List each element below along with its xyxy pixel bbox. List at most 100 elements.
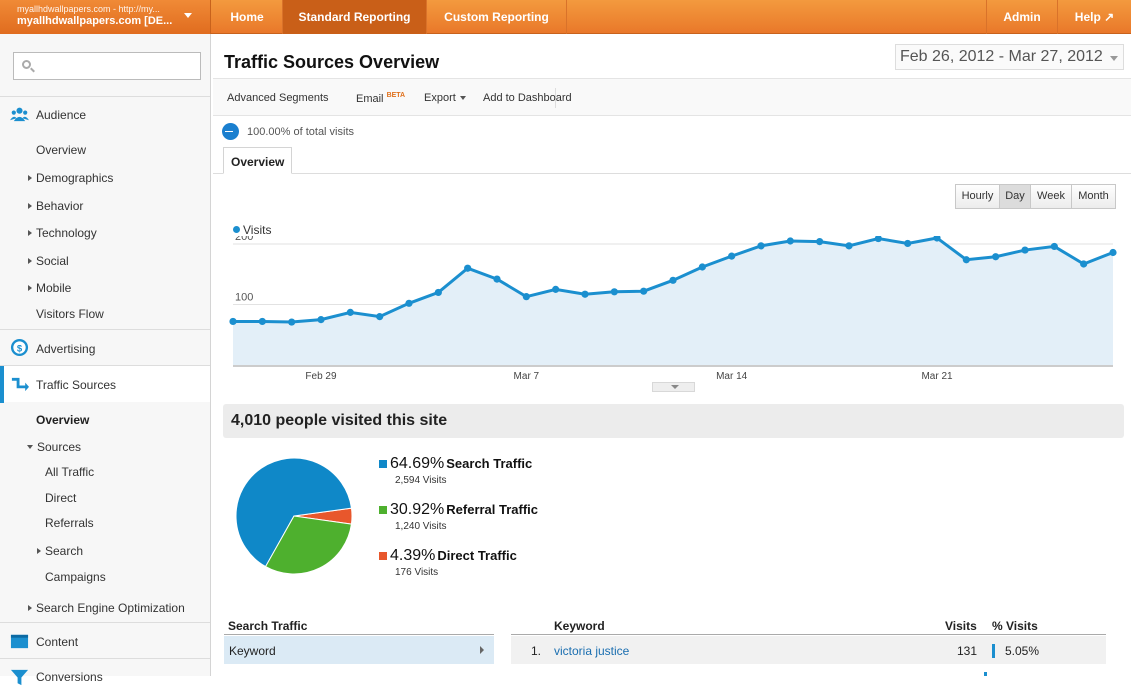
nav-home[interactable]: Home xyxy=(212,0,283,34)
data-point xyxy=(845,242,853,250)
sidebar-item-conversions[interactable]: Conversions xyxy=(0,658,210,688)
data-point xyxy=(698,263,706,271)
source-name: Search Traffic xyxy=(446,456,533,471)
source-search: 64.69% Search Traffic 2,594 Visits xyxy=(379,455,532,486)
email-button[interactable]: Email BETA xyxy=(356,92,405,105)
nav-custom-reporting[interactable]: Custom Reporting xyxy=(427,0,567,34)
divider xyxy=(511,634,1106,635)
data-point xyxy=(258,317,266,326)
sidebar-item-all-traffic[interactable]: All Traffic xyxy=(45,465,95,479)
data-point xyxy=(434,288,442,297)
data-point xyxy=(904,239,912,248)
sidebar-item-audience-overview[interactable]: Overview xyxy=(36,143,87,157)
source-percent: 4.39% xyxy=(390,547,436,564)
column-header-visits[interactable]: Visits xyxy=(945,619,977,633)
sidebar-item-label: Traffic Sources xyxy=(36,378,117,392)
sidebar-item-behavior[interactable]: Behavior xyxy=(28,199,83,213)
data-point xyxy=(610,288,618,296)
sidebar-item-label: Social xyxy=(36,254,69,268)
expand-arrow-icon xyxy=(28,258,32,264)
x-tick-label: Feb 29 xyxy=(305,371,337,382)
sidebar-item-referrals[interactable]: Referrals xyxy=(45,516,94,530)
sidebar-item-demographics[interactable]: Demographics xyxy=(28,171,113,185)
chevron-down-icon xyxy=(184,13,192,18)
sidebar-item-content[interactable]: Content xyxy=(0,622,210,658)
data-point xyxy=(1021,246,1029,254)
percent-bar xyxy=(992,644,995,658)
row-rank: 1. xyxy=(531,644,542,658)
dollar-icon: $ xyxy=(10,338,29,357)
account-selector[interactable]: myallhdwallpapers.com - http://my... mya… xyxy=(0,0,211,34)
advanced-segments-button[interactable]: Advanced Segments xyxy=(227,92,329,104)
nav-standard-reporting[interactable]: Standard Reporting xyxy=(283,0,427,34)
data-point xyxy=(405,299,413,307)
beta-badge: BETA xyxy=(386,92,406,99)
sidebar-item-label: Behavior xyxy=(36,199,84,213)
expand-arrow-icon xyxy=(28,285,32,291)
granularity-hourly[interactable]: Hourly xyxy=(955,184,1000,209)
granularity-month[interactable]: Month xyxy=(1071,184,1116,209)
legend-dot xyxy=(233,226,240,233)
sidebar-item-direct[interactable]: Direct xyxy=(45,491,77,505)
active-indicator xyxy=(0,366,4,403)
date-range-text: Feb 26, 2012 - Mar 27, 2012 xyxy=(900,48,1103,65)
date-range-picker[interactable]: Feb 26, 2012 - Mar 27, 2012 xyxy=(895,44,1124,70)
sidebar-search[interactable] xyxy=(13,52,201,80)
sidebar-item-sources[interactable]: Sources xyxy=(27,440,81,454)
row-visits: 131 xyxy=(957,644,978,658)
data-point xyxy=(992,253,1000,261)
data-point xyxy=(933,236,941,242)
sidebar-item-label: Search Engine Optimization xyxy=(36,601,185,615)
data-point xyxy=(376,313,384,321)
sidebar-item-label: Technology xyxy=(36,226,97,240)
tab-overview[interactable]: Overview xyxy=(223,147,292,174)
sidebar-item-technology[interactable]: Technology xyxy=(28,226,97,240)
sidebar-item-traffic-overview[interactable]: Overview xyxy=(36,413,90,427)
sidebar-item-audience[interactable]: Audience xyxy=(0,96,210,129)
sidebar-item-campaigns[interactable]: Campaigns xyxy=(45,570,106,584)
data-point xyxy=(874,236,882,243)
legend-swatch xyxy=(379,552,387,560)
nav-admin[interactable]: Admin xyxy=(986,0,1058,34)
data-point xyxy=(640,287,648,295)
sidebar-item-search[interactable]: Search xyxy=(37,544,83,558)
account-name: myallhdwallpapers.com [DE... xyxy=(17,15,173,27)
granularity-day[interactable]: Day xyxy=(999,184,1031,209)
sidebar-item-mobile[interactable]: Mobile xyxy=(28,281,71,295)
data-point xyxy=(669,276,677,284)
export-button[interactable]: Export xyxy=(424,92,466,104)
granularity-week[interactable]: Week xyxy=(1030,184,1072,209)
funnel-icon xyxy=(10,669,29,686)
sidebar-item-social[interactable]: Social xyxy=(28,254,69,268)
data-point xyxy=(552,285,560,293)
sidebar-item-label: Content xyxy=(36,635,79,649)
chart-collapse-toggle[interactable] xyxy=(652,382,695,392)
nav-help[interactable]: Help ↗ xyxy=(1074,10,1115,24)
dimension-keyword[interactable]: Keyword xyxy=(224,636,494,664)
legend-swatch xyxy=(379,506,387,514)
source-visits: 2,594 Visits xyxy=(395,475,447,486)
collapse-arrow-icon xyxy=(27,445,33,449)
sidebar-item-label: Sources xyxy=(37,440,82,454)
sidebar-item-traffic-sources[interactable]: Traffic Sources xyxy=(0,365,210,403)
sidebar-item-label: Mobile xyxy=(36,281,72,295)
data-point xyxy=(346,308,354,316)
traffic-pie-chart xyxy=(235,457,353,575)
visitor-summary: 4,010 people visited this site xyxy=(223,404,1124,438)
content-icon xyxy=(10,634,29,649)
data-point xyxy=(1109,248,1117,257)
sidebar-item-visitors-flow[interactable]: Visitors Flow xyxy=(36,307,104,321)
keyword-link[interactable]: victoria justice xyxy=(554,644,630,658)
expand-arrow-icon xyxy=(37,548,41,554)
account-url: myallhdwallpapers.com - http://my... xyxy=(17,4,160,14)
add-to-dashboard-button[interactable]: Add to Dashboard xyxy=(483,92,572,104)
sidebar-item-seo[interactable]: Search Engine Optimization xyxy=(28,601,185,615)
data-point xyxy=(816,238,824,246)
data-point xyxy=(581,290,589,298)
data-point xyxy=(464,264,472,272)
column-header-pct-visits[interactable]: % Visits xyxy=(992,619,1038,633)
sidebar-item-advertising[interactable]: $ Advertising xyxy=(0,329,210,365)
column-header-keyword[interactable]: Keyword xyxy=(554,619,605,633)
x-tick-label: Mar 14 xyxy=(716,371,748,382)
search-input[interactable] xyxy=(38,57,196,75)
